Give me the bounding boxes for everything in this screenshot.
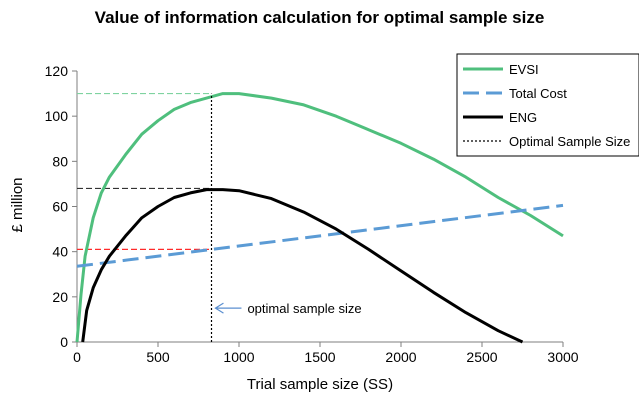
reference-lines <box>77 94 211 250</box>
x-tick-label: 1000 <box>223 349 254 365</box>
y-tick-label: 100 <box>45 108 69 124</box>
y-axis-label: £ million <box>9 177 26 232</box>
y-tick-label: 40 <box>52 244 68 260</box>
legend-label: EVSI <box>509 62 539 77</box>
annotation-text: optimal sample size <box>247 301 361 316</box>
annotations: optimal sample size <box>215 301 361 316</box>
x-tick-label: 2000 <box>385 349 416 365</box>
x-tick-label: 3000 <box>547 349 578 365</box>
legend-label: ENG <box>509 110 537 125</box>
x-tick-label: 500 <box>146 349 170 365</box>
legend: EVSI Total Cost ENG Optimal Sample Size <box>457 54 639 156</box>
x-tick-label: 1500 <box>304 349 335 365</box>
x-tick-label: 2500 <box>466 349 497 365</box>
y-tick-label: 120 <box>45 63 69 79</box>
series-eng-line <box>83 190 523 342</box>
x-axis-label: Trial sample size (SS) <box>247 376 393 393</box>
y-tick-label: 20 <box>52 289 68 305</box>
legend-label: Total Cost <box>509 86 567 101</box>
y-tick-label: 60 <box>52 199 68 215</box>
x-tick-label: 0 <box>73 349 81 365</box>
y-tick-label: 0 <box>60 334 68 350</box>
y-tick-label: 80 <box>52 153 68 169</box>
series-total-cost-line <box>77 205 563 266</box>
legend-label: Optimal Sample Size <box>509 134 630 149</box>
